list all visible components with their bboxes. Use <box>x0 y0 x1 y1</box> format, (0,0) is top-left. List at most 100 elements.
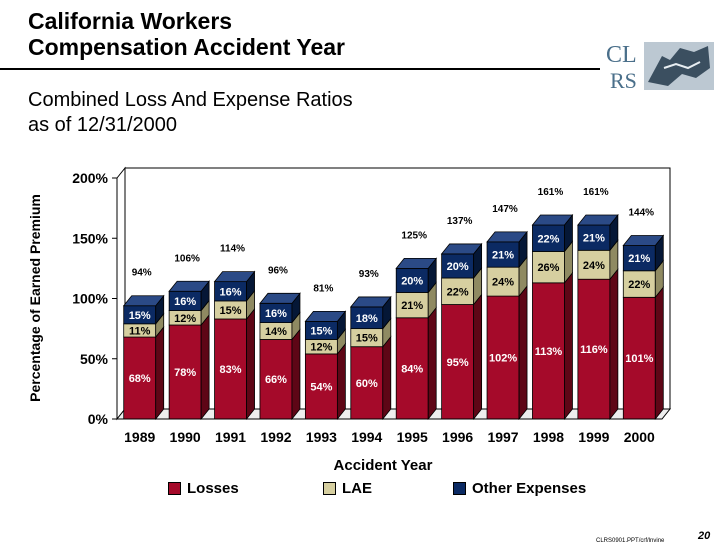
bar-stack: 78% 12% 16% 106% <box>168 253 210 421</box>
segment-label: 54% <box>310 381 332 393</box>
bar-segment <box>214 318 247 420</box>
segment-label: 83% <box>220 364 242 376</box>
bar-stack: 102% 24% 21% 147% <box>486 204 528 421</box>
x-tick-label: 1991 <box>215 429 246 445</box>
clrs-logo: CL RS <box>606 42 714 93</box>
x-tick-label: 1989 <box>124 429 155 445</box>
bar-side <box>155 325 165 421</box>
legend-label-other-expenses: Other Expenses <box>472 480 587 497</box>
bar-top <box>304 310 347 322</box>
x-tick-label: 1992 <box>260 429 291 445</box>
bar-segment <box>532 224 565 252</box>
total-label: 94% <box>132 268 152 279</box>
total-label: 161% <box>583 187 609 198</box>
legend-swatch-losses <box>168 482 181 495</box>
total-label: 106% <box>174 253 200 264</box>
segment-label: 21% <box>492 250 514 262</box>
y-axis-title-text: Percentage of Earned Premium <box>27 194 43 402</box>
legend-item-other-expenses: Other Expenses <box>453 480 586 497</box>
y-tick-label: 150% <box>72 230 108 246</box>
bar-side <box>473 293 483 421</box>
y-tick-label: 100% <box>72 291 108 307</box>
segment-label: 21% <box>401 300 423 312</box>
bar-stack: 113% 26% 22% 161% <box>531 187 574 421</box>
total-label: 96% <box>268 265 288 276</box>
bar-stack: 83% 15% 16% 114% <box>213 244 256 421</box>
bar-top <box>349 296 392 308</box>
bar-side <box>564 271 573 421</box>
segment-label: 14% <box>265 326 287 338</box>
bar-top <box>395 257 438 269</box>
bar-top <box>440 243 483 255</box>
bar-top <box>122 295 165 307</box>
segment-label: 24% <box>583 260 605 272</box>
segment-label: 68% <box>129 373 151 385</box>
segment-label: 15% <box>220 305 242 317</box>
total-label: 81% <box>313 283 333 294</box>
bar-side <box>336 342 346 421</box>
segment-label: 20% <box>401 275 423 287</box>
title-rule <box>0 68 600 70</box>
legend-label-losses: Losses <box>187 480 239 497</box>
bar-stack: 68% 11% 15% 94% <box>122 268 165 421</box>
legend-swatch-lae <box>323 482 336 495</box>
x-tick-label: 1998 <box>533 429 564 445</box>
bar-stack: 54% 12% 15% 81% <box>304 283 347 421</box>
bar-segment <box>395 267 429 293</box>
bar-side <box>518 284 528 421</box>
bar-side <box>246 307 255 421</box>
bar-segment <box>622 296 656 420</box>
segment-label: 22% <box>447 286 469 298</box>
page-number: 20 <box>698 530 711 542</box>
x-tick-label: 1990 <box>170 429 201 445</box>
segment-label: 22% <box>537 233 559 245</box>
segment-label: 102% <box>489 353 517 365</box>
segment-label: 78% <box>174 367 196 379</box>
bar-stack: 116% 24% 21% 161% <box>577 187 619 421</box>
y-tick-label: 0% <box>88 411 109 427</box>
total-label: 144% <box>629 207 655 218</box>
segment-label: 22% <box>628 279 650 291</box>
segment-label: 101% <box>625 353 653 365</box>
segment-label: 16% <box>174 296 196 308</box>
total-label: 137% <box>447 216 473 227</box>
x-tick-label: 2000 <box>624 429 655 445</box>
total-label: 161% <box>538 187 564 198</box>
logo-bottom-text: RS <box>610 68 637 93</box>
bar-top <box>259 292 301 304</box>
title-line-1: California Workers <box>28 8 233 34</box>
bar-top <box>531 214 574 226</box>
total-label: 147% <box>492 204 518 215</box>
total-label: 93% <box>359 269 379 280</box>
bar-segment <box>532 251 565 284</box>
bar-side <box>609 268 619 421</box>
footer-file-ref: CLRS0901.PPT/crf/lnvine <box>596 538 665 544</box>
logo-top-text: CL <box>606 42 637 68</box>
subtitle-line-2: as of 12/31/2000 <box>28 114 178 136</box>
title-line-2: Compensation Accident Year <box>28 34 345 60</box>
segment-label: 113% <box>535 346 563 358</box>
segment-label: 21% <box>628 253 650 265</box>
bar-top <box>213 271 256 283</box>
x-axis: 1989 1990 1991 1992 1993 1994 1995 1996 1997 1998… <box>117 418 662 445</box>
x-tick-label: 1995 <box>397 429 428 445</box>
bar-segment <box>532 282 565 420</box>
bar-segment <box>395 292 429 319</box>
bar-stack: 84% 21% 20% 125% <box>395 230 438 421</box>
segment-label: 18% <box>356 313 378 325</box>
x-tick-label: 1999 <box>578 429 609 445</box>
segment-label: 60% <box>356 378 378 390</box>
bar-top <box>168 280 210 292</box>
segment-label: 16% <box>220 286 242 298</box>
x-tick-label: 1996 <box>442 429 473 445</box>
y-axis-title: Percentage of Earned Premium <box>27 194 43 402</box>
bar-side <box>654 286 664 421</box>
bar-segment <box>350 346 384 420</box>
legend-label-lae: LAE <box>342 480 372 497</box>
bar-stack: 60% 15% 18% 93% <box>349 269 392 421</box>
legend-item-losses: Losses <box>168 480 239 497</box>
bar-top <box>577 214 619 226</box>
y-axis: 0% 50% 100% 150% 200% <box>72 170 118 427</box>
x-tick-label: 1993 <box>306 429 337 445</box>
